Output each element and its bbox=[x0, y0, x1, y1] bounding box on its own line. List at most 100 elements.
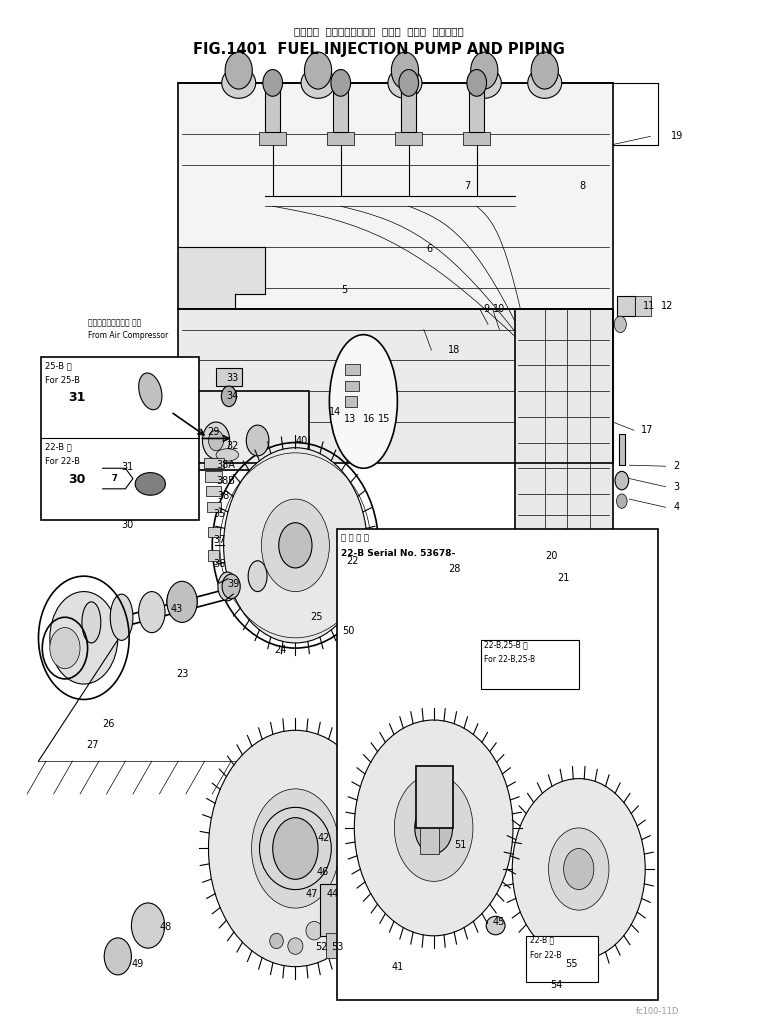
Circle shape bbox=[331, 70, 350, 97]
Ellipse shape bbox=[388, 68, 422, 99]
Bar bbox=[616, 295, 635, 316]
Text: 44: 44 bbox=[327, 889, 339, 898]
Circle shape bbox=[222, 574, 240, 599]
Polygon shape bbox=[178, 83, 612, 309]
Text: 51: 51 bbox=[454, 841, 466, 850]
Text: From Air Compressor: From Air Compressor bbox=[88, 330, 168, 340]
Ellipse shape bbox=[455, 823, 469, 854]
Text: 27: 27 bbox=[86, 740, 99, 750]
Circle shape bbox=[263, 70, 282, 97]
Bar bbox=[259, 133, 286, 144]
Ellipse shape bbox=[222, 68, 256, 99]
Text: 49: 49 bbox=[131, 959, 144, 968]
Text: 4: 4 bbox=[673, 502, 679, 512]
Text: 48: 48 bbox=[159, 922, 172, 931]
Text: 6: 6 bbox=[427, 244, 433, 254]
Polygon shape bbox=[515, 309, 612, 535]
Ellipse shape bbox=[82, 602, 101, 643]
Ellipse shape bbox=[216, 449, 238, 461]
Text: フェエル  インジェクション  ポンプ  および  パイピング: フェエル インジェクション ポンプ および パイピング bbox=[294, 27, 463, 36]
Text: 39: 39 bbox=[227, 579, 239, 590]
Bar bbox=[178, 309, 612, 463]
Circle shape bbox=[246, 425, 269, 456]
Text: 7: 7 bbox=[465, 181, 471, 190]
Text: 7: 7 bbox=[111, 474, 117, 483]
Ellipse shape bbox=[139, 372, 162, 410]
Ellipse shape bbox=[139, 592, 165, 633]
Text: 29: 29 bbox=[207, 427, 220, 437]
Circle shape bbox=[221, 386, 236, 406]
Text: 25: 25 bbox=[310, 612, 322, 623]
Text: 22-B 用: 22-B 用 bbox=[530, 935, 554, 945]
Text: 22: 22 bbox=[346, 556, 358, 566]
Circle shape bbox=[202, 422, 229, 459]
Bar bbox=[515, 309, 612, 535]
Bar bbox=[41, 357, 199, 520]
Ellipse shape bbox=[467, 68, 501, 99]
Circle shape bbox=[564, 849, 593, 890]
Circle shape bbox=[614, 316, 626, 332]
Circle shape bbox=[208, 731, 382, 966]
Bar bbox=[265, 83, 280, 133]
Text: 19: 19 bbox=[671, 132, 683, 141]
Text: 54: 54 bbox=[550, 981, 563, 990]
Bar bbox=[526, 935, 597, 982]
Bar bbox=[206, 486, 221, 496]
Bar bbox=[326, 932, 348, 958]
Text: For 22-B: For 22-B bbox=[530, 951, 561, 960]
Ellipse shape bbox=[111, 594, 133, 640]
Bar bbox=[345, 364, 360, 375]
Bar bbox=[401, 83, 416, 133]
Text: 30: 30 bbox=[122, 520, 134, 530]
Ellipse shape bbox=[248, 561, 267, 592]
Text: 17: 17 bbox=[641, 425, 654, 435]
Text: fc100-11D: fc100-11D bbox=[635, 1007, 679, 1016]
Bar bbox=[481, 640, 579, 689]
Text: 5: 5 bbox=[341, 285, 347, 295]
Circle shape bbox=[251, 789, 339, 908]
Bar bbox=[345, 381, 359, 391]
Text: 11: 11 bbox=[643, 300, 655, 311]
Text: 46: 46 bbox=[316, 867, 329, 877]
Text: 15: 15 bbox=[378, 414, 391, 424]
Text: 18: 18 bbox=[448, 345, 460, 355]
Bar bbox=[207, 527, 220, 537]
Text: 53: 53 bbox=[331, 943, 343, 952]
Circle shape bbox=[391, 52, 419, 90]
Text: 37: 37 bbox=[213, 535, 226, 545]
Text: 38: 38 bbox=[217, 491, 229, 501]
Text: 38B: 38B bbox=[217, 475, 235, 486]
Ellipse shape bbox=[301, 68, 335, 99]
Circle shape bbox=[467, 70, 487, 97]
Bar bbox=[319, 885, 365, 935]
Circle shape bbox=[50, 592, 118, 684]
Bar bbox=[216, 367, 242, 386]
Text: 41: 41 bbox=[391, 962, 403, 971]
Text: 52: 52 bbox=[316, 943, 328, 952]
Circle shape bbox=[512, 779, 645, 959]
Circle shape bbox=[167, 581, 197, 623]
Circle shape bbox=[394, 775, 473, 882]
Circle shape bbox=[279, 523, 312, 568]
Text: 12: 12 bbox=[661, 300, 673, 311]
Text: 10: 10 bbox=[494, 304, 506, 314]
Bar bbox=[420, 828, 439, 854]
Text: 31: 31 bbox=[68, 391, 86, 404]
Bar bbox=[395, 133, 422, 144]
Circle shape bbox=[225, 52, 252, 90]
Ellipse shape bbox=[329, 334, 397, 468]
Text: 45: 45 bbox=[493, 918, 505, 927]
Ellipse shape bbox=[306, 921, 322, 939]
Bar bbox=[195, 391, 309, 470]
Ellipse shape bbox=[218, 572, 237, 601]
Text: 14: 14 bbox=[329, 406, 341, 417]
Polygon shape bbox=[178, 309, 612, 463]
Text: エアーコンプレッサ より: エアーコンプレッサ より bbox=[88, 318, 141, 327]
Text: 8: 8 bbox=[579, 181, 586, 190]
Ellipse shape bbox=[288, 937, 303, 954]
Circle shape bbox=[132, 902, 165, 948]
Bar bbox=[327, 133, 354, 144]
Bar bbox=[416, 767, 453, 828]
Text: 31: 31 bbox=[122, 462, 134, 472]
Polygon shape bbox=[103, 468, 133, 489]
